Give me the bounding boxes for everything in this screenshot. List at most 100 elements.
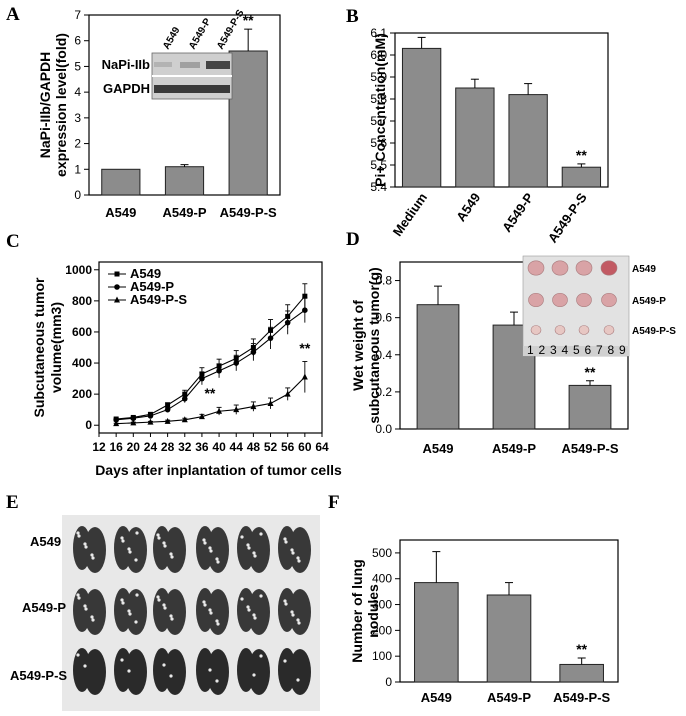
data-point-a549-p — [284, 319, 291, 326]
x-tick-label: 12 — [92, 440, 106, 454]
tumor-sample — [578, 325, 590, 335]
metastatic-nodule — [90, 615, 94, 619]
panel-label-d: D — [346, 229, 360, 250]
data-point-a549-p-s — [284, 390, 291, 397]
metastatic-nodule — [259, 594, 263, 598]
metastatic-nodule — [135, 531, 139, 535]
lung-right-lobe — [289, 589, 311, 635]
metastatic-nodule — [216, 622, 220, 626]
metastatic-nodule — [240, 535, 244, 539]
metastatic-nodule — [157, 536, 161, 540]
metastatic-nodule — [156, 533, 160, 537]
y-tick-label: 6 — [74, 34, 81, 48]
x-tick-label: A549 — [422, 441, 453, 456]
blot-band-napi-lane3 — [206, 61, 230, 69]
x-tick-label: A549-P — [162, 205, 206, 220]
y-tick-label: 800 — [72, 294, 92, 308]
metastatic-nodule — [169, 674, 173, 678]
data-point-a549-p-s — [113, 420, 120, 427]
tumor-sample — [576, 292, 592, 308]
x-tick-label: 56 — [281, 440, 295, 454]
significance-marker: ** — [243, 12, 254, 28]
data-point-a549-p — [302, 307, 308, 313]
x-tick-label: 44 — [230, 440, 244, 454]
metastatic-nodule — [296, 618, 300, 622]
x-tick-label: 28 — [161, 440, 175, 454]
metastatic-nodule — [291, 613, 295, 617]
metastatic-nodule — [162, 663, 166, 667]
data-point-a549-p-s — [164, 417, 171, 424]
ruler-number: 9 — [619, 343, 626, 357]
y-axis-label: nodules — [365, 584, 381, 638]
metastatic-nodule — [77, 596, 81, 600]
y-tick-label: 200 — [372, 623, 392, 637]
y-tick-label: 400 — [72, 356, 92, 370]
metastatic-nodule — [259, 532, 263, 536]
ruler-number: 7 — [596, 343, 603, 357]
metastatic-nodule — [170, 555, 174, 559]
metastatic-nodule — [91, 618, 95, 622]
metastatic-nodule — [83, 542, 87, 546]
data-point-a549-p — [233, 360, 240, 366]
ruler-number: 5 — [573, 343, 580, 357]
metastatic-nodule — [296, 556, 300, 560]
legend-label: A549-P — [130, 279, 174, 294]
y-axis-label: expression level(fold) — [53, 33, 69, 177]
metastatic-nodule — [215, 557, 219, 561]
photo-row-label: A549-P-S — [632, 326, 676, 337]
legend-label: A549-P-S — [130, 292, 187, 307]
y-tick-label: 0.0 — [375, 422, 392, 436]
chart-b-pi-concentration: 5.4 5.5 5.6 5.7 5.8 5.9 6.0 6.1 Medium A549 A549-P… — [370, 26, 609, 245]
tumor-sample — [551, 260, 569, 276]
lung-right-lobe — [125, 589, 147, 635]
y-tick-label: 6.1 — [370, 26, 387, 40]
photo-row-label: A549-P — [632, 296, 666, 307]
metastatic-nodule — [253, 616, 257, 620]
photo-row-label: A549 — [632, 264, 656, 275]
metastatic-nodule — [203, 541, 207, 545]
metastatic-nodule — [291, 551, 295, 555]
blot-divider — [152, 75, 232, 77]
y-tick-label: 200 — [72, 387, 92, 401]
metastatic-nodule — [203, 603, 207, 607]
lung-right-lobe — [207, 527, 229, 573]
lung-row-label-a549-p-s: A549-P-S — [10, 668, 67, 683]
metastatic-nodule — [240, 597, 244, 601]
data-point-a549 — [302, 293, 308, 299]
data-point-a549 — [165, 402, 171, 408]
metastatic-nodule — [247, 546, 251, 550]
data-point-a549-p — [216, 368, 222, 374]
x-tick-label: 36 — [195, 440, 209, 454]
y-tick-label: 1 — [74, 162, 81, 176]
y-tick-label: 0 — [74, 188, 81, 202]
metastatic-nodule — [208, 608, 212, 612]
lung-right-lobe — [164, 527, 186, 573]
metastatic-nodule — [215, 679, 219, 683]
metastatic-nodule — [91, 556, 95, 560]
ruler-number: 4 — [562, 343, 569, 357]
metastatic-nodule — [259, 654, 263, 658]
lung-right-lobe — [84, 527, 106, 573]
data-point-a549-p-s — [301, 373, 308, 380]
y-tick-label: 7 — [74, 8, 81, 22]
x-tick-label: 20 — [127, 440, 141, 454]
metastatic-nodule — [128, 550, 132, 554]
lung-right-lobe — [207, 589, 229, 635]
panel-label-e: E — [6, 492, 19, 513]
metastatic-nodule — [284, 602, 288, 606]
lung-row-label-a549: A549 — [30, 534, 61, 549]
significance-marker: ** — [576, 641, 587, 657]
lung-right-lobe — [248, 589, 270, 635]
x-tick-label: 48 — [247, 440, 261, 454]
lung-right-lobe — [125, 527, 147, 573]
blot-band-gapdh — [154, 85, 230, 93]
bar-a549-p-s — [561, 166, 602, 188]
metastatic-nodule — [76, 593, 80, 597]
lung-right-lobe — [248, 649, 270, 695]
x-tick-label: A549 — [105, 205, 136, 220]
tumor-sample — [530, 325, 542, 335]
plot-frame-chartB — [394, 32, 609, 188]
data-point-a549-p-s — [216, 407, 223, 414]
metastatic-nodule — [283, 599, 287, 603]
